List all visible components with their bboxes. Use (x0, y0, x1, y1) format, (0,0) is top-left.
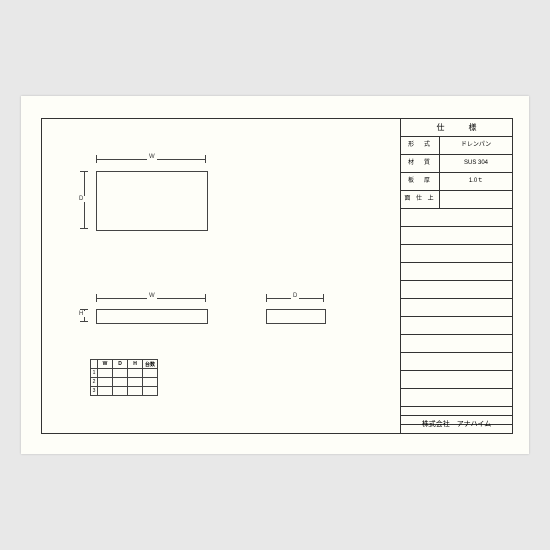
mini-table-header: 台数 (143, 360, 158, 369)
spec-row-blank (401, 263, 512, 281)
front-view-rect (96, 309, 208, 324)
dim-d-side-label: D (291, 293, 299, 299)
mini-table-cell (128, 378, 143, 387)
company-name: 株式会社 アナハイム (401, 415, 512, 433)
spec-row-blank (401, 317, 512, 335)
dim-d-left-label: D (77, 196, 85, 202)
drawing-area: W D W H D W (42, 119, 402, 433)
spec-row-blank (401, 335, 512, 353)
mini-table-cell (98, 387, 113, 396)
mini-table: WDH台数 123 (90, 359, 158, 396)
top-view-rect (96, 171, 208, 231)
spec-row: 形 式ドレンパン (401, 137, 512, 155)
spec-row-blank (401, 245, 512, 263)
mini-table-cell (113, 369, 128, 378)
spec-row-blank (401, 389, 512, 407)
mini-table-row: 3 (91, 387, 158, 396)
mini-table-cell (128, 387, 143, 396)
spec-label: 形 式 (401, 137, 440, 154)
spec-value: SUS 304 (440, 155, 512, 172)
spec-label: 板 厚 (401, 173, 440, 190)
spec-row-blank (401, 353, 512, 371)
spec-row: 板 厚1.0ｔ (401, 173, 512, 191)
spec-row-blank (401, 371, 512, 389)
mini-table-cell (98, 378, 113, 387)
mini-table-cell (113, 378, 128, 387)
spec-row-blank (401, 209, 512, 227)
dim-h-front-label: H (77, 311, 85, 317)
spec-row-blank (401, 299, 512, 317)
spec-label: 材 質 (401, 155, 440, 172)
mini-table-cell: 2 (91, 378, 98, 387)
mini-table-cell (143, 387, 158, 396)
spec-row: 面 仕 上 (401, 191, 512, 209)
spec-label: 面 仕 上 (401, 191, 440, 208)
mini-table-cell (113, 387, 128, 396)
mini-table-header: D (113, 360, 128, 369)
spec-header: 仕 様 (401, 119, 512, 137)
dim-w-front-label: W (147, 293, 157, 299)
spec-panel: 仕 様 形 式ドレンパン材 質SUS 304板 厚1.0ｔ面 仕 上 株式会社 … (400, 119, 512, 433)
mini-table-cell (143, 369, 158, 378)
dim-w-top-label: W (147, 154, 157, 160)
mini-table-header: W (98, 360, 113, 369)
side-view-rect (266, 309, 326, 324)
spec-row-blank (401, 227, 512, 245)
mini-table-cell: 3 (91, 387, 98, 396)
mini-table-row: 2 (91, 378, 158, 387)
mini-table-row: 1 (91, 369, 158, 378)
mini-table-cell (128, 369, 143, 378)
mini-table-cell: 1 (91, 369, 98, 378)
mini-table-cell (98, 369, 113, 378)
spec-value (440, 191, 512, 208)
mini-table-header (91, 360, 98, 369)
mini-table-cell (143, 378, 158, 387)
mini-table-header: H (128, 360, 143, 369)
spec-value: 1.0ｔ (440, 173, 512, 190)
spec-row-blank (401, 281, 512, 299)
spec-row: 材 質SUS 304 (401, 155, 512, 173)
spec-value: ドレンパン (440, 137, 512, 154)
